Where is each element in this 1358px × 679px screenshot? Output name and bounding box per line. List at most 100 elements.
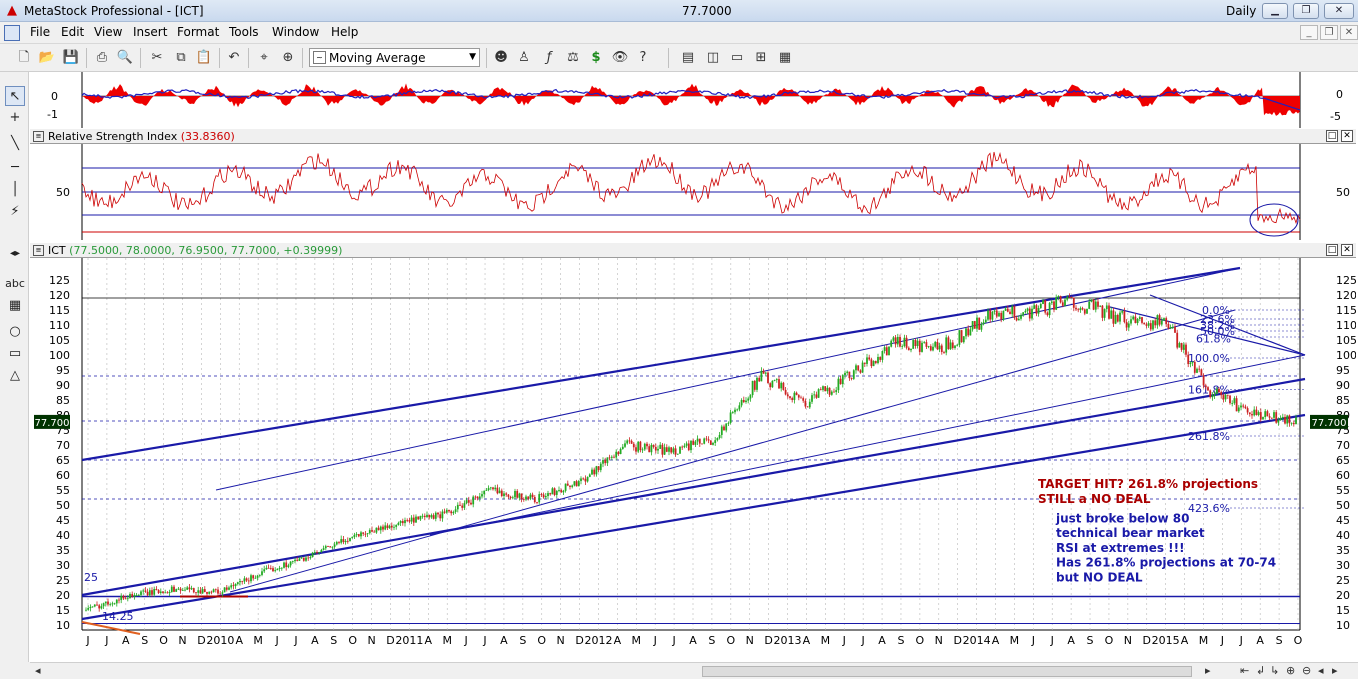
price-candle-body — [131, 594, 134, 597]
pane-maximize-button[interactable]: □ — [1326, 130, 1338, 142]
minimize-button[interactable]: ▁ — [1262, 3, 1288, 19]
price-candle-body — [448, 509, 450, 512]
price-symbol: ICT — [48, 244, 66, 257]
price-candle-body — [283, 562, 285, 568]
nav-back-icon[interactable]: ↲ — [1256, 664, 1266, 677]
price-candle-body — [980, 324, 983, 330]
scroll-right-arrow-icon[interactable]: ▸ — [1205, 664, 1211, 677]
price-candle-body — [298, 558, 301, 561]
price-candle-body — [808, 401, 811, 408]
price-candle-body — [947, 337, 950, 350]
pane-menu-icon[interactable]: ≡ — [33, 131, 44, 142]
price-candle-body — [606, 457, 609, 464]
paste-icon[interactable]: 📋 — [195, 50, 213, 65]
menu-view[interactable]: View — [94, 25, 123, 39]
save-icon[interactable]: 💾 — [62, 50, 80, 65]
fibonacci-tool-icon[interactable]: ⚡ — [10, 204, 20, 219]
undo-icon[interactable]: ↶ — [228, 50, 240, 65]
price-candle-body — [709, 440, 712, 445]
price-candle-body — [162, 591, 164, 594]
document-icon[interactable] — [4, 25, 20, 41]
nav-first-icon[interactable]: ⇤ — [1240, 664, 1250, 677]
y-tick-right-17: 95 — [1336, 364, 1350, 377]
menu-file[interactable]: File — [30, 25, 51, 39]
cascade-windows-icon[interactable]: ▤ — [681, 50, 695, 65]
tile-horizontal-icon[interactable]: ▭ — [730, 50, 744, 65]
explorer-icon[interactable]: ♙ — [518, 50, 530, 65]
close-button[interactable]: ✕ — [1324, 3, 1354, 19]
price-candle-body — [817, 389, 820, 398]
indicator-select[interactable]: ~ Moving Average ▼ — [309, 48, 480, 67]
price-candle-body — [241, 580, 244, 582]
vertical-line-tool-icon[interactable]: │ — [11, 182, 19, 197]
tile-vertical-icon[interactable]: ◫ — [706, 50, 720, 65]
formula-icon[interactable]: ƒ — [546, 50, 552, 65]
mdi-close-button[interactable]: ✕ — [1340, 25, 1358, 40]
pane-maximize-button[interactable]: □ — [1326, 244, 1338, 256]
maximize-button[interactable]: ❐ — [1293, 3, 1319, 19]
collapse-panel-icon[interactable]: ◂▸ — [9, 248, 21, 259]
menu-tools[interactable]: Tools — [229, 25, 259, 39]
price-candle-body — [1246, 408, 1249, 413]
cut-icon[interactable]: ✂ — [151, 50, 163, 65]
scrollbar-thumb[interactable] — [702, 666, 1192, 677]
price-candle-body — [657, 448, 659, 451]
scroll-left-end-icon[interactable]: ◂ — [1318, 664, 1324, 677]
nav-forward-icon[interactable]: ↳ — [1270, 664, 1280, 677]
price-candle-body — [357, 534, 360, 537]
price-candle-body — [245, 578, 248, 581]
dollar-icon[interactable]: $ — [591, 50, 601, 65]
rsi-pane[interactable]: ≡ Relative Strength Index (33.8360) □ ✕ … — [30, 129, 1356, 241]
print-icon[interactable]: ⎙ — [96, 50, 108, 65]
grid-tool-icon[interactable]: ▦ — [8, 298, 22, 313]
menu-insert[interactable]: Insert — [133, 25, 168, 39]
crosshair-icon[interactable]: ⌖ — [260, 50, 268, 65]
price-pane[interactable]: ≡ ICT (77.5000, 78.0000, 76.9500, 77.700… — [30, 243, 1356, 661]
rectangle-tool-icon[interactable]: ▭ — [8, 346, 22, 361]
ellipse-tool-icon[interactable]: ○ — [9, 324, 21, 339]
price-candle-body — [738, 405, 741, 410]
macd-pane[interactable]: 0 -1 0 -5 — [30, 72, 1356, 128]
pane-close-button[interactable]: ✕ — [1341, 244, 1353, 256]
crosshair-tool-icon[interactable]: + — [9, 110, 21, 125]
price-candle-body — [208, 591, 211, 594]
text-tool-icon[interactable]: abc — [5, 277, 25, 290]
price-candle-body — [1207, 387, 1209, 391]
help-pointer-icon[interactable]: ? — [639, 50, 647, 65]
price-candle-body — [289, 561, 292, 566]
pane-menu-icon[interactable]: ≡ — [33, 245, 44, 256]
price-candle-body — [654, 446, 657, 451]
x-tick-label-26: D — [575, 634, 583, 647]
zoom-icon[interactable]: ⊕ — [282, 50, 294, 65]
x-tick-label-44: O — [916, 634, 925, 647]
scroll-right-end-icon[interactable]: ▸ — [1332, 664, 1338, 677]
pointer-tool-icon[interactable]: ↖ — [5, 86, 25, 106]
zoom-in-icon[interactable]: ⊕ — [1286, 664, 1296, 677]
trendline-tool-icon[interactable]: ╲ — [11, 136, 19, 151]
pane-close-button[interactable]: ✕ — [1341, 130, 1353, 142]
price-candle-body — [107, 601, 109, 605]
copy-icon[interactable]: ⧉ — [176, 50, 186, 65]
mdi-minimize-button[interactable]: _ — [1300, 25, 1318, 40]
menu-edit[interactable]: Edit — [61, 25, 85, 39]
mdi-restore-button[interactable]: ❐ — [1320, 25, 1338, 40]
menu-window[interactable]: Window — [272, 25, 320, 39]
menu-help[interactable]: Help — [331, 25, 359, 39]
system-tester-icon[interactable]: ⚖ — [567, 50, 579, 65]
open-folder-icon[interactable]: 📂 — [38, 50, 56, 65]
scroll-left-arrow-icon[interactable]: ◂ — [35, 664, 41, 677]
price-candle-body — [551, 488, 554, 495]
price-candle-body — [734, 409, 736, 413]
tile-grid-icon[interactable]: ⊞ — [755, 50, 767, 65]
arrange-icons-icon[interactable]: ▦ — [778, 50, 792, 65]
menu-format[interactable]: Format — [177, 25, 220, 39]
triangle-tool-icon[interactable]: △ — [10, 368, 20, 383]
binoculars-icon[interactable]: 👁 — [611, 50, 629, 65]
price-candle-body — [118, 599, 120, 601]
horizontal-scrollbar[interactable]: ◂ ▸ ⇤ ↲ ↳ ⊕ ⊖ ◂ ▸ — [30, 662, 1358, 679]
zoom-out-icon[interactable]: ⊖ — [1302, 664, 1312, 677]
expert-advisor-icon[interactable]: ☻ — [494, 50, 508, 65]
new-file-icon[interactable]: 🗋 — [18, 50, 30, 65]
print-preview-icon[interactable]: 🔍 — [116, 50, 134, 65]
horizontal-line-tool-icon[interactable]: ─ — [11, 160, 19, 175]
